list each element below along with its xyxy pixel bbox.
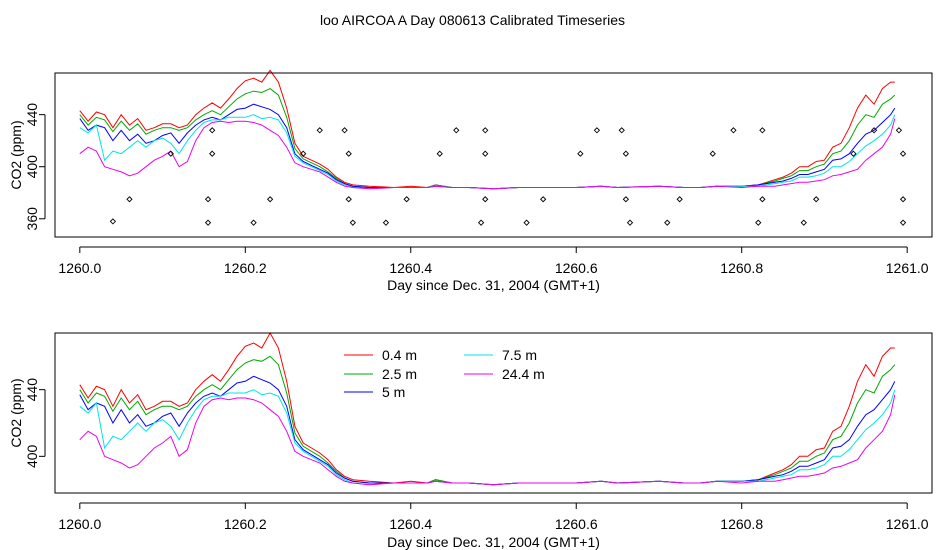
series-line-3 [79, 375, 896, 486]
data-point [250, 219, 257, 226]
data-point [899, 196, 907, 203]
data-point [622, 150, 630, 157]
data-point [618, 127, 625, 134]
data-point [345, 150, 352, 157]
data-point [126, 196, 133, 203]
legend-label: 2.5 m [382, 366, 417, 382]
data-point [266, 196, 274, 203]
data-point [899, 150, 907, 157]
data-point [676, 196, 683, 203]
y-tick-label: 360 [24, 207, 40, 231]
x-tick-label: 1260.2 [224, 516, 267, 532]
x-tick-label: 1260.6 [555, 260, 598, 276]
data-point [899, 219, 907, 226]
data-point [482, 150, 489, 157]
data-point [577, 150, 584, 157]
data-point [209, 127, 216, 134]
data-point [382, 219, 390, 226]
data-point [626, 219, 634, 226]
series-line-4 [79, 114, 896, 190]
data-point [870, 127, 878, 134]
y-tick-label: 400 [24, 155, 40, 179]
data-point [453, 127, 460, 134]
x-axis-label: Day since Dec. 31, 2004 (GMT+1) [387, 277, 600, 293]
data-point [349, 219, 356, 226]
x-tick-label: 1261.0 [886, 260, 929, 276]
data-point [895, 127, 903, 134]
y-axis-label: CO2 (ppm) [8, 378, 24, 447]
data-point [730, 127, 737, 134]
x-tick-label: 1260.0 [58, 260, 101, 276]
legend-label: 0.4 m [382, 347, 417, 363]
data-point [403, 196, 410, 203]
x-axis-label: Day since Dec. 31, 2004 (GMT+1) [387, 534, 600, 550]
data-point [850, 150, 857, 157]
data-point [755, 219, 762, 226]
y-tick-label: 440 [24, 103, 40, 127]
x-tick-label: 1260.0 [58, 516, 101, 532]
data-point [345, 196, 352, 203]
series-line-5 [79, 394, 896, 486]
data-point [167, 150, 174, 157]
data-point [482, 196, 489, 203]
data-point [300, 150, 307, 157]
series-line-5 [79, 118, 896, 190]
x-tick-label: 1261.0 [886, 516, 929, 532]
y-tick-label: 400 [24, 444, 40, 468]
data-point [436, 150, 443, 157]
x-tick-label: 1260.4 [389, 260, 432, 276]
data-point [209, 150, 216, 157]
data-point [204, 196, 212, 203]
series-line-4 [79, 389, 896, 486]
y-axis-label: CO2 (ppm) [8, 120, 24, 189]
plot-frame [54, 72, 933, 238]
data-point [316, 127, 323, 134]
data-point [540, 196, 547, 203]
data-point [800, 219, 807, 226]
data-point [204, 219, 212, 226]
series-line-3 [79, 103, 896, 190]
data-point [759, 196, 766, 203]
x-tick-label: 1260.2 [224, 260, 267, 276]
series-line-1 [79, 69, 895, 190]
legend-label: 7.5 m [502, 347, 537, 363]
data-point [593, 127, 601, 134]
figure-title: loo AIRCOA A Day 080613 Calibrated Times… [319, 12, 626, 28]
series-line-1 [79, 331, 895, 486]
data-point [759, 127, 766, 134]
data-point [523, 219, 530, 226]
x-tick-label: 1260.8 [720, 516, 763, 532]
series-line-2 [79, 88, 896, 190]
x-tick-label: 1260.6 [555, 516, 598, 532]
data-point [477, 219, 485, 226]
x-tick-label: 1260.8 [720, 260, 763, 276]
data-point [709, 150, 716, 157]
legend-label: 24.4 m [502, 366, 545, 382]
series-line-2 [79, 355, 896, 486]
data-point [664, 219, 671, 226]
data-point [341, 127, 348, 134]
x-tick-label: 1260.4 [389, 516, 432, 532]
legend-label: 5 m [382, 384, 405, 400]
data-point [109, 218, 117, 225]
y-tick-label: 440 [24, 378, 40, 402]
data-point [482, 127, 489, 134]
plot-frame [54, 332, 933, 494]
data-point [622, 196, 630, 203]
data-point [813, 196, 820, 203]
